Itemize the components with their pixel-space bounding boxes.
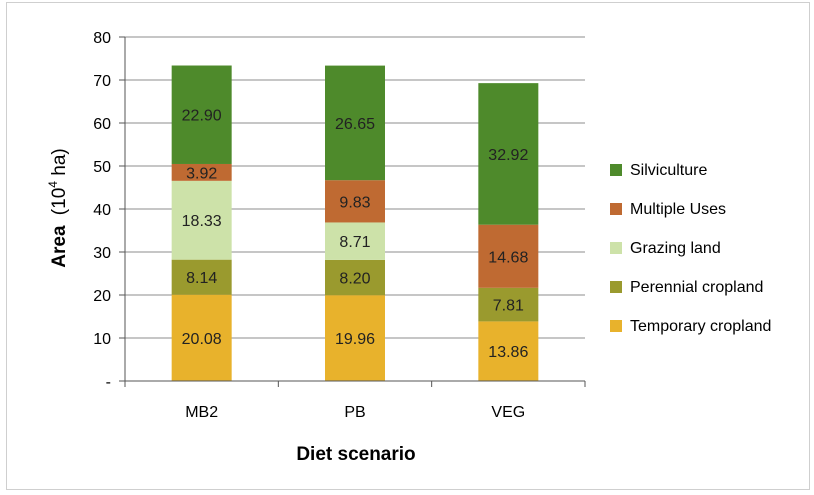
legend-label: Perennial cropland — [630, 279, 763, 296]
bar-segment — [325, 222, 385, 260]
bar-segment — [478, 287, 539, 322]
data-label: 8.71 — [339, 234, 370, 251]
bar-segment — [325, 259, 385, 296]
data-label: 26.65 — [335, 116, 375, 133]
x-tick-label: VEG — [491, 404, 525, 421]
x-tick-label: PB — [344, 404, 365, 421]
axes — [124, 37, 586, 387]
bars: 20.08 8.14 18.33 3.92 22.90 19.96 8.20 8.71 9.83… — [171, 65, 539, 381]
legend-swatch — [610, 281, 622, 293]
data-label: 22.90 — [182, 108, 222, 125]
y-tick-labels: - 10 20 30 40 50 60 70 80 — [93, 30, 111, 391]
data-label: 32.92 — [488, 147, 528, 164]
y-axis-label: Area (104 ha) — [46, 148, 70, 267]
y-tick-label: 70 — [93, 73, 111, 90]
y-tick-label: 20 — [93, 288, 111, 305]
bar-segment — [171, 294, 232, 381]
y-tick-label: 10 — [93, 331, 111, 348]
data-label: 20.08 — [182, 331, 222, 348]
legend-swatch — [610, 320, 622, 332]
bar-segment — [171, 65, 232, 164]
legend-swatch — [610, 164, 622, 176]
bar-segment — [478, 83, 539, 225]
data-label: 9.83 — [339, 194, 370, 211]
data-label: 18.33 — [182, 213, 222, 230]
y-tick-label: 60 — [93, 116, 111, 133]
y-tick-label: 80 — [93, 30, 111, 47]
x-tick-label: MB2 — [185, 404, 218, 421]
bar-segment — [325, 180, 385, 223]
chart-frame: 20.08 8.14 18.33 3.92 22.90 19.96 8.20 8.71 9.83… — [6, 2, 810, 490]
data-label: 3.92 — [186, 165, 217, 182]
legend-label: Grazing land — [630, 240, 721, 257]
legend-swatch — [610, 203, 622, 215]
bar-segment — [171, 163, 232, 181]
data-label: 7.81 — [493, 298, 524, 315]
bar-segment — [325, 65, 385, 181]
bar-segment — [478, 321, 539, 381]
x-tick-labels: MB2 PB VEG — [185, 404, 525, 421]
bar-segment — [171, 259, 232, 295]
legend: Silviculture Multiple Uses Grazing land Per… — [610, 162, 771, 335]
legend-label: Multiple Uses — [630, 201, 726, 218]
data-label: 14.68 — [488, 249, 528, 266]
data-label: 19.96 — [335, 331, 375, 348]
bar-segment — [325, 295, 385, 381]
legend-swatch — [610, 242, 622, 254]
y-tick-label: 50 — [93, 159, 111, 176]
bar-segment — [171, 180, 232, 260]
data-label: 8.14 — [186, 270, 217, 287]
y-tick-label: 40 — [93, 202, 111, 219]
legend-label: Silviculture — [630, 162, 707, 179]
x-axis-label: Diet scenario — [296, 444, 415, 465]
stacked-bar-chart: 20.08 8.14 18.33 3.92 22.90 19.96 8.20 8.71 9.83… — [46, 30, 771, 465]
y-tick-label: 30 — [93, 245, 111, 262]
data-label: 13.86 — [488, 344, 528, 361]
data-label: 8.20 — [339, 271, 370, 288]
legend-label: Temporary cropland — [630, 318, 771, 335]
y-tick-label: - — [106, 374, 111, 391]
bar-segment — [478, 224, 539, 288]
